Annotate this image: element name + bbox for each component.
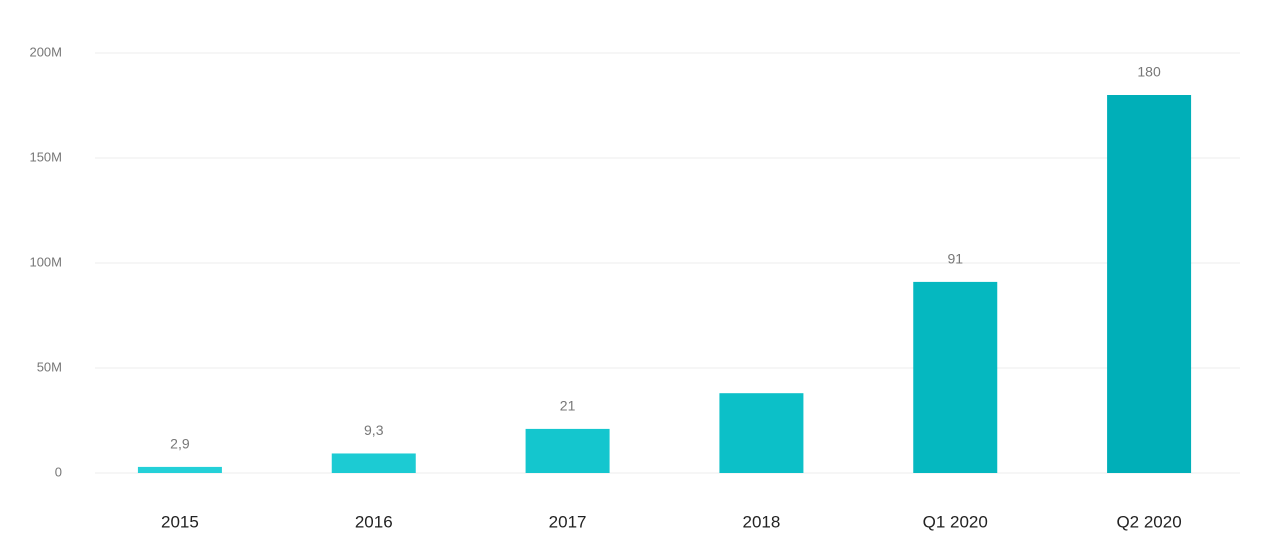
value-label: 2,9 <box>170 436 190 452</box>
bar <box>525 428 610 473</box>
value-label: 9,3 <box>364 422 384 438</box>
x-tick-label: 2016 <box>355 512 393 531</box>
value-label: 21 <box>560 398 576 414</box>
bar <box>137 466 222 473</box>
y-tick-label: 50M <box>37 359 62 374</box>
x-tick-label: Q1 2020 <box>923 512 988 531</box>
x-tick-label: 2018 <box>743 512 781 531</box>
y-tick-label: 0 <box>55 464 62 479</box>
value-label: 180 <box>1137 64 1161 80</box>
bar <box>331 453 416 473</box>
x-tick-label: 2017 <box>549 512 587 531</box>
y-tick-label: 200M <box>29 44 62 59</box>
x-tick-label: Q2 2020 <box>1116 512 1181 531</box>
bar <box>719 393 804 473</box>
y-tick-label: 100M <box>29 254 62 269</box>
bar <box>913 281 998 473</box>
y-tick-label: 150M <box>29 149 62 164</box>
x-tick-label: 2015 <box>161 512 199 531</box>
value-label: 91 <box>947 251 963 267</box>
bar <box>1107 95 1192 473</box>
